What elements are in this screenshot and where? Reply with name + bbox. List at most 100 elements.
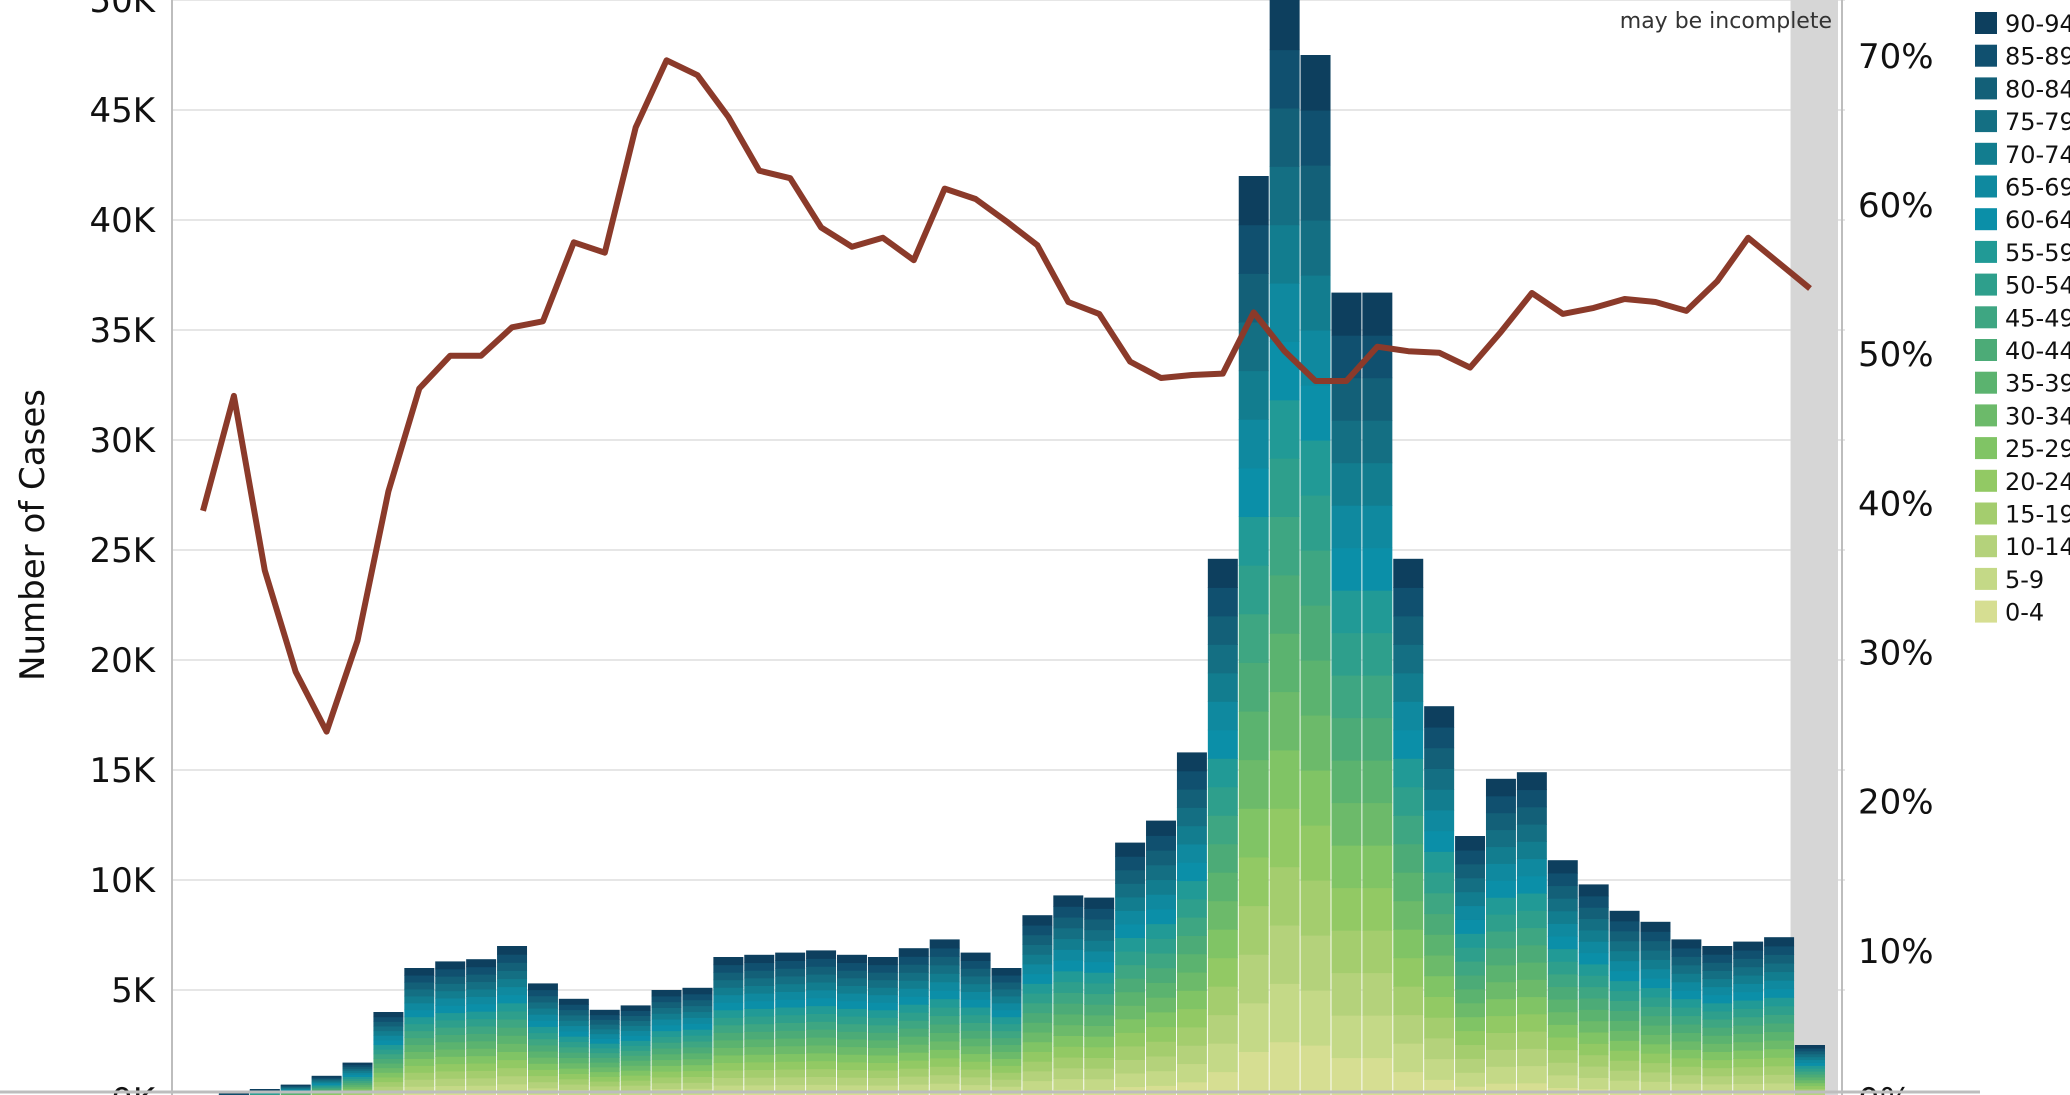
bar-segment xyxy=(466,1011,497,1020)
bar-segment xyxy=(1331,632,1362,676)
bar-segment xyxy=(1609,1040,1640,1051)
bar-segment xyxy=(404,1072,435,1080)
bar-segment xyxy=(1733,1058,1764,1068)
bar-segment xyxy=(1455,1058,1486,1073)
bar-segment xyxy=(589,1076,620,1082)
bar-segment xyxy=(1207,672,1238,702)
bar xyxy=(1084,897,1115,1095)
bar-segment xyxy=(1331,802,1362,846)
bar-segment xyxy=(1022,924,1053,936)
bar-segment xyxy=(466,1077,497,1086)
right-tick-label: 40% xyxy=(1858,484,1934,524)
bar-segment xyxy=(744,1015,775,1025)
bar-segment xyxy=(1362,377,1393,421)
bar-segment xyxy=(867,987,898,996)
bar-segment xyxy=(1115,896,1146,911)
bar-segment xyxy=(775,960,806,969)
bar-segment xyxy=(1331,887,1362,931)
bar-segment xyxy=(1053,1067,1084,1080)
bar-segment xyxy=(1269,691,1300,751)
bar-segment xyxy=(589,1043,620,1049)
bar-segment xyxy=(589,1038,620,1044)
bar-segment xyxy=(1115,1005,1146,1020)
bar-segment xyxy=(806,1029,837,1038)
bar-segment xyxy=(960,1061,991,1070)
bar-segment xyxy=(1269,107,1300,167)
bar-segment xyxy=(497,946,528,955)
bar xyxy=(558,998,589,1095)
bar-segment xyxy=(435,1034,466,1043)
bar-segment xyxy=(404,1009,435,1018)
bar-segment xyxy=(1176,1026,1207,1046)
bar-segment xyxy=(1733,966,1764,976)
bar-segment xyxy=(744,1061,775,1071)
bar-segment xyxy=(775,952,806,961)
bar-segment xyxy=(1115,856,1146,871)
bar-segment xyxy=(1702,962,1733,971)
bar-segment xyxy=(1671,1074,1702,1084)
bar-segment xyxy=(527,983,558,991)
bar-segment xyxy=(620,1055,651,1061)
bar-segment xyxy=(1702,1010,1733,1020)
bar-segment xyxy=(527,1063,558,1070)
bar-segment xyxy=(1795,1050,1825,1055)
bar-segment xyxy=(1424,809,1455,832)
bar-segment xyxy=(867,1069,898,1079)
bar-segment xyxy=(1176,1008,1207,1028)
bar-segment xyxy=(1733,1066,1764,1076)
legend-swatch xyxy=(1975,502,1997,525)
bar-segment xyxy=(1331,972,1362,1016)
bar-segment xyxy=(1331,462,1362,506)
bar-segment xyxy=(1764,937,1795,947)
bar-segment xyxy=(1764,962,1795,973)
legend-swatch xyxy=(1975,567,1997,590)
bar-segment xyxy=(527,1014,558,1021)
bar-segment xyxy=(1207,644,1238,674)
bar-segment xyxy=(1115,1059,1146,1074)
legend-swatch xyxy=(1975,600,1997,623)
bar-segment xyxy=(1331,760,1362,804)
bar-segment xyxy=(960,1092,991,1095)
bar-segment xyxy=(1609,1070,1640,1081)
legend-item: 10-14 xyxy=(1975,533,2070,561)
right-tick-label: 30% xyxy=(1858,634,1934,674)
bar-segment xyxy=(342,1088,373,1091)
bar-segment xyxy=(836,977,867,986)
bar-segment xyxy=(1269,399,1300,459)
bar-segment xyxy=(280,1089,311,1091)
legend-item: 70-74 xyxy=(1975,141,2070,169)
bar-segment xyxy=(1269,808,1300,868)
bar-segment xyxy=(991,1051,1022,1059)
bar-segment xyxy=(867,1077,898,1086)
bar-segment xyxy=(836,1084,867,1093)
bar-segment xyxy=(1702,1002,1733,1012)
bar-segment xyxy=(682,1029,713,1036)
bar-segment xyxy=(1485,914,1516,932)
bar-segment xyxy=(1269,282,1300,342)
bar-segment xyxy=(867,1032,898,1041)
bar-segment xyxy=(435,1019,466,1028)
bar xyxy=(1238,176,1269,1095)
bar-segment xyxy=(218,1093,249,1095)
bar-segment xyxy=(682,993,713,1001)
bar-segment xyxy=(713,1077,744,1086)
bar-segment xyxy=(497,1018,528,1028)
bar-segment xyxy=(836,1000,867,1009)
bar-segment xyxy=(1547,973,1578,988)
bar-segment xyxy=(435,1005,466,1014)
bar-segment xyxy=(775,975,806,985)
bar-segment xyxy=(1393,1071,1424,1095)
bar-segment xyxy=(1146,982,1177,998)
bar-segment xyxy=(1671,1057,1702,1067)
bar-segment xyxy=(1331,675,1362,719)
bar-segment xyxy=(1640,968,1671,979)
bar-segment xyxy=(713,1032,744,1041)
bar-segment xyxy=(311,1088,342,1091)
incomplete-data-shade xyxy=(1790,0,1838,1095)
bar-segment xyxy=(1146,1085,1177,1095)
bar-segment xyxy=(1084,1004,1115,1016)
bar-segment xyxy=(435,961,466,970)
bar-segment xyxy=(1022,973,1053,984)
bar-segment xyxy=(1455,1002,1486,1018)
legend-label: 55-59 xyxy=(2005,239,2070,267)
